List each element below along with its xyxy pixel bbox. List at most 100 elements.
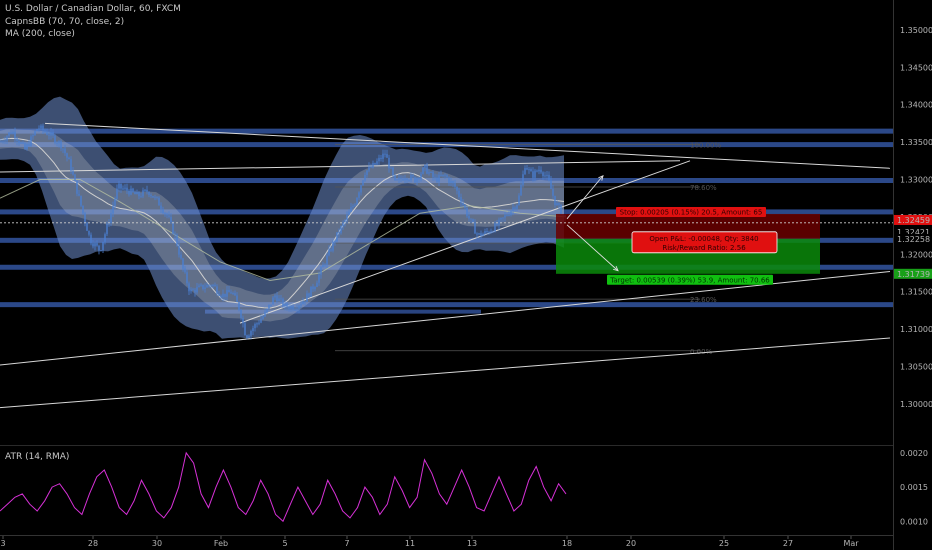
candle-body bbox=[560, 204, 562, 215]
candle-body bbox=[168, 215, 170, 217]
candle-body bbox=[174, 234, 176, 236]
candle-body bbox=[32, 135, 34, 137]
candle-body bbox=[382, 153, 384, 159]
time-axis-tick: 25 bbox=[719, 539, 729, 548]
candle-body bbox=[242, 318, 244, 324]
candle-body bbox=[460, 197, 462, 203]
candle-body bbox=[342, 222, 344, 227]
candle-body bbox=[128, 190, 130, 195]
price-tag-bg bbox=[894, 268, 932, 279]
candle-body bbox=[150, 194, 152, 196]
candle-body bbox=[444, 174, 446, 176]
indicator-bb-label: CapnsBB (70, 70, close, 2) bbox=[5, 17, 125, 27]
candle-body bbox=[406, 178, 408, 181]
time-axis-tick: 3 bbox=[0, 539, 5, 548]
candle-body bbox=[346, 215, 348, 221]
open-pnl-box bbox=[631, 231, 778, 254]
candle-body bbox=[474, 222, 476, 234]
candle-body bbox=[54, 135, 56, 143]
candle-body bbox=[470, 218, 472, 220]
candle-body bbox=[466, 208, 468, 217]
candle-body bbox=[228, 289, 230, 293]
candle-body bbox=[80, 195, 82, 206]
candle-body bbox=[138, 191, 140, 197]
candle-body bbox=[528, 169, 530, 171]
candle-body bbox=[258, 322, 260, 324]
projection-arrow-down bbox=[566, 224, 619, 272]
price-tag-bg bbox=[894, 214, 932, 225]
candle-body bbox=[186, 272, 188, 284]
candle-body bbox=[436, 177, 438, 182]
candle-body bbox=[42, 125, 44, 131]
candle-body bbox=[236, 295, 238, 303]
sr-zone bbox=[0, 264, 893, 270]
candle-body bbox=[494, 223, 496, 232]
candle-body bbox=[100, 250, 102, 252]
time-axis-tick: 5 bbox=[282, 539, 287, 548]
candle-body bbox=[392, 167, 394, 176]
candle-body bbox=[90, 234, 92, 244]
candle-body bbox=[418, 178, 420, 180]
candle-body bbox=[314, 287, 316, 290]
price-axis-tick: 1.34000 bbox=[900, 101, 932, 110]
candle-body bbox=[166, 213, 168, 216]
candle-body bbox=[282, 298, 284, 307]
candle-body bbox=[62, 148, 64, 150]
price-tag: 1.32459 bbox=[897, 216, 930, 225]
candle-body bbox=[78, 193, 80, 196]
candle-body bbox=[366, 170, 368, 176]
candle-body bbox=[210, 285, 212, 287]
candle-body bbox=[526, 168, 528, 170]
candle-body bbox=[512, 207, 514, 211]
atr-axis-tick: 0.0015 bbox=[900, 483, 928, 492]
candle-body bbox=[20, 142, 22, 144]
candle-body bbox=[298, 305, 300, 309]
candle-body bbox=[464, 204, 466, 209]
candle-body bbox=[2, 141, 4, 143]
candle-body bbox=[178, 245, 180, 255]
candle-body bbox=[14, 131, 16, 139]
candle-body bbox=[408, 180, 410, 182]
candle-body bbox=[322, 265, 324, 268]
candle-body bbox=[64, 148, 66, 154]
candle-body bbox=[196, 287, 198, 293]
candle-body bbox=[192, 289, 194, 291]
candle-body bbox=[8, 132, 10, 137]
candle-body bbox=[276, 295, 278, 302]
candle-body bbox=[116, 188, 118, 199]
candle-body bbox=[354, 204, 356, 206]
candle-body bbox=[430, 171, 432, 173]
candle-body bbox=[134, 192, 136, 195]
price-tag-bg bbox=[894, 233, 932, 244]
candle-body bbox=[442, 174, 444, 176]
candle-body bbox=[194, 289, 196, 293]
price-axis-tick: 1.31500 bbox=[900, 288, 932, 297]
candle-body bbox=[30, 136, 32, 146]
candle-body bbox=[326, 255, 328, 265]
candle-body bbox=[202, 284, 204, 289]
candle-body bbox=[268, 304, 270, 309]
candle-body bbox=[508, 215, 510, 217]
candle-body bbox=[88, 230, 90, 235]
candle-body bbox=[222, 293, 224, 298]
candle-body bbox=[426, 164, 428, 174]
candle-body bbox=[240, 309, 242, 319]
atr-line bbox=[0, 451, 567, 523]
candle-body bbox=[172, 221, 174, 235]
candle-body bbox=[140, 196, 142, 198]
candle-body bbox=[390, 167, 392, 169]
candle-body bbox=[482, 233, 484, 237]
time-axis-tick: 18 bbox=[562, 539, 572, 548]
candle-body bbox=[558, 203, 560, 205]
candle-body bbox=[446, 175, 448, 178]
candle-body bbox=[396, 179, 398, 181]
candle-body bbox=[370, 166, 372, 168]
candle-body bbox=[458, 190, 460, 198]
candle-body bbox=[224, 293, 226, 297]
price-tag-bg bbox=[894, 226, 932, 237]
candle-body bbox=[386, 154, 388, 158]
candle-body bbox=[198, 285, 200, 288]
price-axis-tick: 1.30000 bbox=[900, 400, 932, 409]
candle-body bbox=[424, 164, 426, 168]
